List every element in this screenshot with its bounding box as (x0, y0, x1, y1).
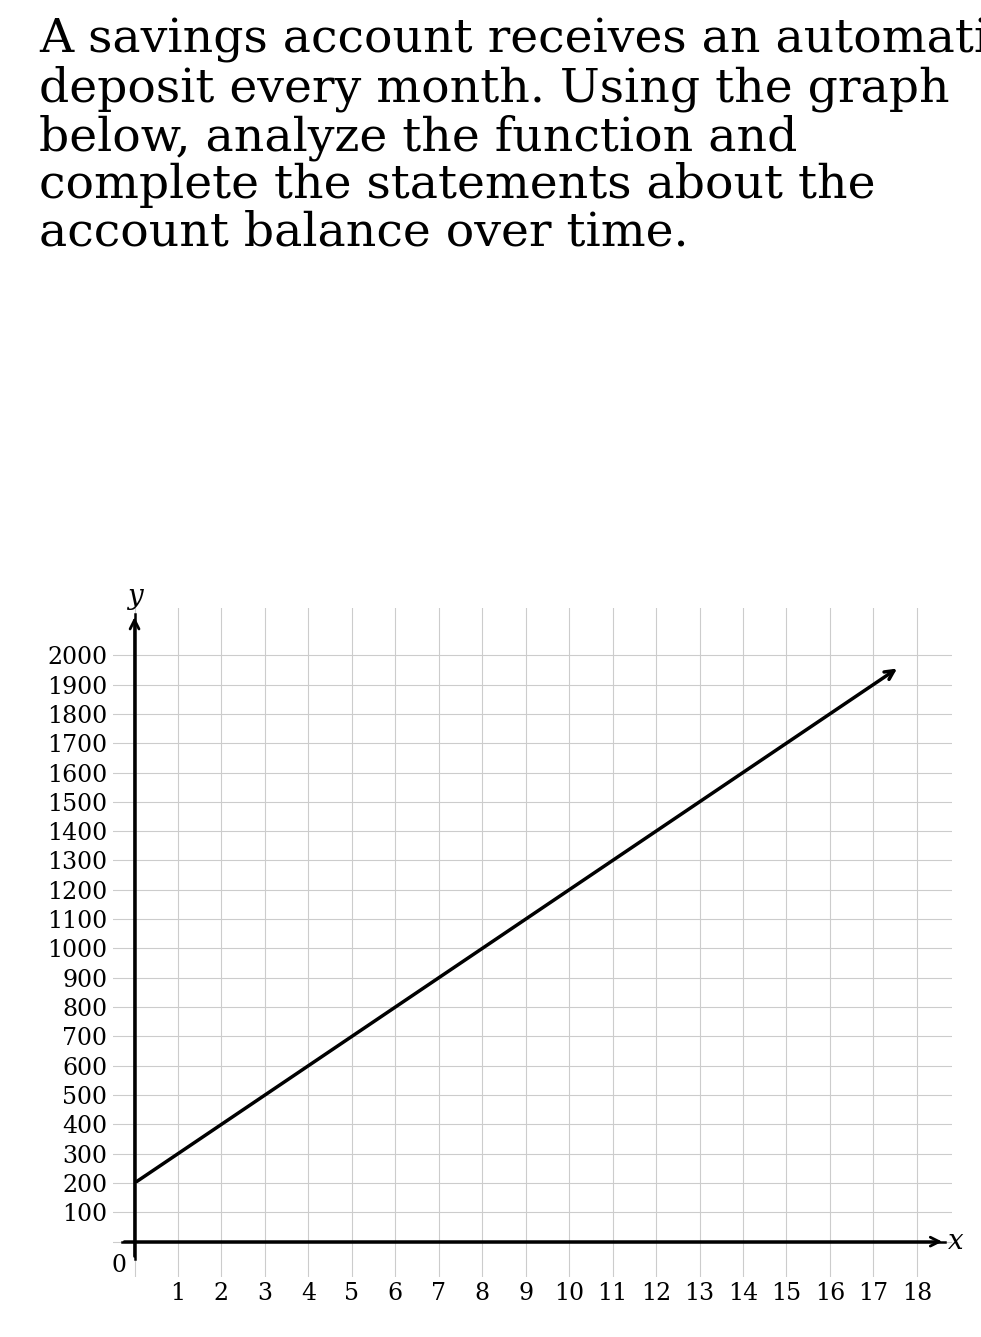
Text: y: y (127, 583, 142, 610)
Text: account balance over time.: account balance over time. (39, 211, 689, 255)
Text: 0: 0 (112, 1254, 127, 1277)
Text: below, analyze the function and: below, analyze the function and (39, 114, 798, 160)
Text: x: x (948, 1229, 963, 1255)
Text: deposit every month. Using the graph: deposit every month. Using the graph (39, 66, 950, 112)
Text: complete the statements about the: complete the statements about the (39, 162, 876, 209)
Text: A savings account receives an automatic: A savings account receives an automatic (39, 17, 981, 63)
